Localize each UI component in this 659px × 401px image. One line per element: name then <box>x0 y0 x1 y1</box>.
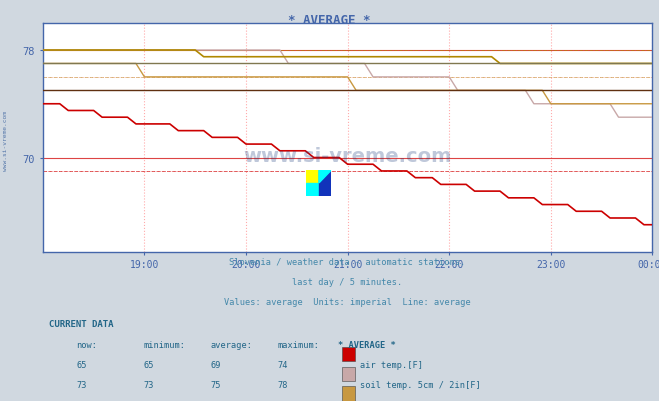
FancyBboxPatch shape <box>341 347 355 362</box>
Polygon shape <box>319 170 331 184</box>
Text: www.si-vreme.com: www.si-vreme.com <box>3 110 8 170</box>
Text: maximum:: maximum: <box>277 340 320 349</box>
Text: 76: 76 <box>210 400 221 401</box>
Text: 73: 73 <box>144 380 154 389</box>
Text: average:: average: <box>210 340 252 349</box>
Text: 69: 69 <box>210 360 221 369</box>
Bar <box>306 184 319 196</box>
Text: 65: 65 <box>76 360 87 369</box>
Text: air temp.[F]: air temp.[F] <box>360 360 423 369</box>
Text: 77: 77 <box>277 400 288 401</box>
FancyBboxPatch shape <box>341 367 355 381</box>
Text: minimum:: minimum: <box>144 340 185 349</box>
Text: 74: 74 <box>76 400 87 401</box>
Text: Values: average  Units: imperial  Line: average: Values: average Units: imperial Line: av… <box>224 298 471 306</box>
Text: 74: 74 <box>277 360 288 369</box>
Text: 78: 78 <box>277 380 288 389</box>
Bar <box>306 170 319 184</box>
Text: 75: 75 <box>210 380 221 389</box>
Text: Slovenia / weather data - automatic stations.: Slovenia / weather data - automatic stat… <box>229 256 466 265</box>
Text: CURRENT DATA: CURRENT DATA <box>49 320 113 328</box>
Text: * AVERAGE *: * AVERAGE * <box>339 340 396 349</box>
Text: www.si-vreme.com: www.si-vreme.com <box>243 147 452 166</box>
Text: soil temp. 10cm / 4in[F]: soil temp. 10cm / 4in[F] <box>360 400 486 401</box>
Text: soil temp. 5cm / 2in[F]: soil temp. 5cm / 2in[F] <box>360 380 480 389</box>
FancyBboxPatch shape <box>341 387 355 401</box>
Text: 65: 65 <box>144 360 154 369</box>
Text: 74: 74 <box>144 400 154 401</box>
Polygon shape <box>319 170 331 196</box>
Text: * AVERAGE *: * AVERAGE * <box>288 14 371 27</box>
Text: 73: 73 <box>76 380 87 389</box>
Text: last day / 5 minutes.: last day / 5 minutes. <box>293 277 403 286</box>
Text: now:: now: <box>76 340 98 349</box>
